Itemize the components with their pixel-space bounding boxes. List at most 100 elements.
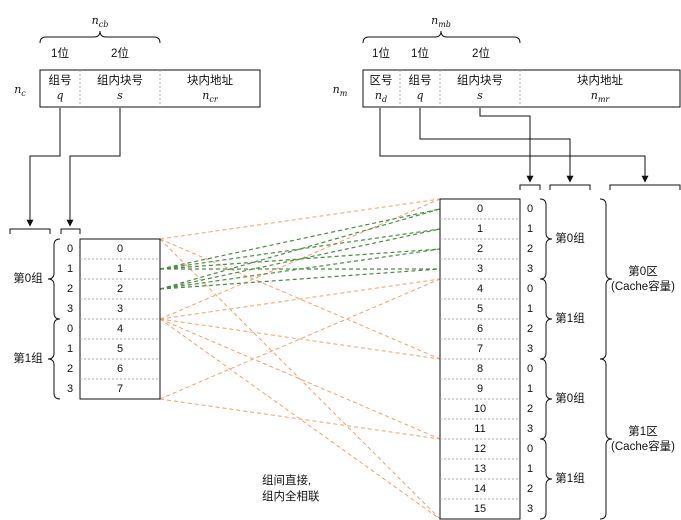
cache-field-title-1: 组内块号 [97,75,143,87]
memory-group-brace-2 [539,358,553,440]
memory-block-12: 12 [473,443,487,455]
cache-block-6: 6 [116,363,124,375]
cache-group-index: 1 [66,263,74,275]
cache-block-1: 1 [116,263,124,275]
memory-group-brace-0 [539,198,553,280]
memory-group-label-2: 第0组 [555,393,585,405]
memory-group-index: 1 [526,383,534,395]
cache-block-2: 2 [116,283,124,295]
cache-field-symbol-1: s [117,89,123,102]
memory-group-label-1: 第1组 [555,313,585,325]
memory-block-8: 8 [476,363,484,375]
memory-group-index: 3 [526,343,534,355]
group-mapping-line [159,318,441,440]
cache-width-label: ncb [91,14,109,29]
cache-side-label: nc [14,83,26,98]
cache-group-brace-0 [47,238,61,320]
memory-block-13: 13 [473,463,487,475]
cache-group-index: 0 [66,323,74,335]
memory-group-index: 0 [526,283,534,295]
cache-block-0: 0 [116,243,124,255]
cache-block-3: 3 [116,303,124,315]
memory-s-bracket [519,184,541,190]
memory-field-title-1: 组号 [408,75,432,87]
memory-block-6: 6 [476,323,484,335]
memory-block-9: 9 [476,383,484,395]
memory-group-index: 0 [526,363,534,375]
memory-block-7: 7 [476,343,484,355]
cache-block-5: 5 [116,343,124,355]
memory-field-symbol-0: nd [374,89,388,104]
memory-field-symbol-1: q [416,89,424,102]
memory-block-10: 10 [473,403,487,415]
memory-field-title-0: 区号 [369,75,393,87]
memory-group-index: 1 [526,463,534,475]
cache-column [47,238,161,400]
memory-bit-label-2: 2位 [472,48,490,60]
cache-field-symbol-0: q [56,89,64,102]
memory-group-index: 0 [526,203,534,215]
memory-region-label-0-line1: 第0区 [628,266,658,278]
memory-block-0: 0 [476,203,484,215]
group-mapping-line [159,238,441,360]
memory-block-15: 15 [473,503,487,515]
in-group-mapping-line [159,248,441,290]
memory-side-label: nm [332,83,348,98]
memory-block-4: 4 [476,283,484,295]
group-mapping-line [159,398,441,440]
memory-address-box [362,69,681,108]
cache-group-label-1: 第1组 [13,353,43,365]
memory-group-index: 3 [526,263,534,275]
in-group-mapping-line [159,268,441,290]
memory-column [439,198,613,520]
cache-s-arrow [66,108,121,227]
cache-block-4: 4 [116,323,124,335]
memory-group-index: 2 [526,403,534,415]
cache-s-bracket [60,228,81,234]
memory-bit-label-0: 1位 [372,48,390,60]
memory-block-5: 5 [476,303,484,315]
memory-block-3: 3 [476,263,484,275]
cache-q-bracket [9,228,51,234]
memory-field-symbol-3: nmr [590,89,610,104]
memory-region-label-1-line2: (Cache容量) [611,441,675,453]
cache-bit-label-0: 1位 [51,48,69,60]
memory-nd-bracket [609,184,681,190]
group-mapping-line [159,318,441,520]
group-mapping-line [159,318,441,360]
cache-bit-label-1: 2位 [111,48,129,60]
memory-group-index: 3 [526,503,534,515]
memory-group-index: 2 [526,243,534,255]
memory-q-bracket [549,184,591,190]
mapping-lines [159,198,441,520]
memory-group-index: 1 [526,303,534,315]
cache-address-box [39,69,261,108]
cache-group-brace-1 [47,318,61,400]
memory-group-brace-1 [539,278,553,360]
memory-group-index: 0 [526,443,534,455]
memory-group-index: 1 [526,223,534,235]
memory-group-index: 2 [526,483,534,495]
memory-block-2: 2 [476,243,484,255]
memory-width-brace [362,30,521,44]
memory-field-title-3: 块内地址 [577,75,623,87]
cache-group-index: 3 [66,303,74,315]
memory-block-14: 14 [473,483,487,495]
memory-nd-arrow [379,108,649,183]
cache-group-index: 1 [66,343,74,355]
cache-group-index: 2 [66,363,74,375]
memory-s-arrow [479,108,534,183]
in-group-mapping-line [159,228,441,290]
memory-address-format [362,30,681,190]
memory-group-label-0: 第0组 [555,233,585,245]
group-mapping-line [159,278,441,320]
cache-group-index: 0 [66,243,74,255]
memory-width-label: nmb [431,14,451,29]
group-mapping-line [159,198,441,240]
memory-q-arrow [419,108,574,183]
mapping-annotation-line1: 组间直接, [262,475,312,487]
memory-group-index: 3 [526,423,534,435]
cache-q-arrow [26,108,61,227]
memory-region-brace-0 [599,198,613,360]
cache-field-title-0: 组号 [48,75,72,87]
